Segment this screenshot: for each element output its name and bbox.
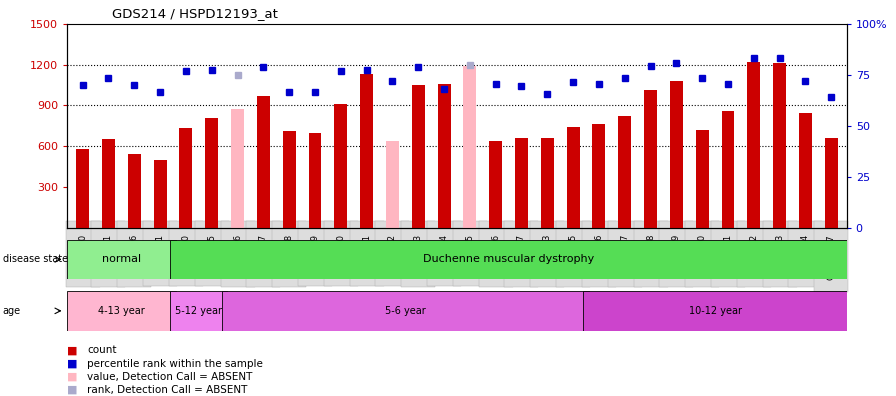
Text: 4-13 year: 4-13 year xyxy=(98,306,145,316)
Bar xyxy=(463,66,477,228)
Bar xyxy=(541,138,554,228)
Bar xyxy=(437,84,451,228)
Text: ■: ■ xyxy=(67,371,78,382)
Text: 10-12 year: 10-12 year xyxy=(689,306,742,316)
Bar xyxy=(618,116,631,228)
Bar xyxy=(67,240,176,279)
Text: disease state: disease state xyxy=(3,254,68,265)
Text: ■: ■ xyxy=(67,385,78,395)
Text: value, Detection Call = ABSENT: value, Detection Call = ABSENT xyxy=(87,371,253,382)
Bar xyxy=(644,90,657,228)
Bar xyxy=(360,74,373,228)
Bar xyxy=(205,118,219,228)
Text: age: age xyxy=(3,306,21,316)
Bar xyxy=(592,124,606,228)
Bar xyxy=(257,96,270,228)
Text: Duchenne muscular dystrophy: Duchenne muscular dystrophy xyxy=(423,254,594,265)
Text: percentile rank within the sample: percentile rank within the sample xyxy=(87,358,263,369)
Bar xyxy=(566,127,580,228)
Text: ■: ■ xyxy=(67,345,78,356)
Bar xyxy=(334,104,348,228)
Bar xyxy=(308,133,322,228)
Bar xyxy=(412,85,425,228)
Text: 5-12 year: 5-12 year xyxy=(176,306,222,316)
Bar xyxy=(825,138,838,228)
Bar xyxy=(170,240,847,279)
Bar xyxy=(721,111,735,228)
Text: ■: ■ xyxy=(67,358,78,369)
Bar xyxy=(747,62,760,228)
Bar xyxy=(799,114,812,228)
Bar xyxy=(76,149,89,228)
Bar xyxy=(489,141,502,228)
Bar xyxy=(583,291,847,331)
Bar xyxy=(670,81,683,228)
Text: count: count xyxy=(87,345,116,356)
Bar xyxy=(773,63,786,228)
Text: rank, Detection Call = ABSENT: rank, Detection Call = ABSENT xyxy=(87,385,247,395)
Bar xyxy=(179,128,193,228)
Bar xyxy=(67,291,176,331)
Bar xyxy=(222,291,589,331)
Bar xyxy=(515,138,528,228)
Bar xyxy=(231,109,244,228)
Bar xyxy=(283,131,296,228)
Bar xyxy=(170,291,228,331)
Bar xyxy=(128,154,141,228)
Bar xyxy=(386,141,399,228)
Bar xyxy=(695,130,709,228)
Bar xyxy=(154,160,167,228)
Text: GDS214 / HSPD12193_at: GDS214 / HSPD12193_at xyxy=(112,7,278,20)
Text: 5-6 year: 5-6 year xyxy=(385,306,426,316)
Bar xyxy=(102,139,115,228)
Text: normal: normal xyxy=(102,254,141,265)
